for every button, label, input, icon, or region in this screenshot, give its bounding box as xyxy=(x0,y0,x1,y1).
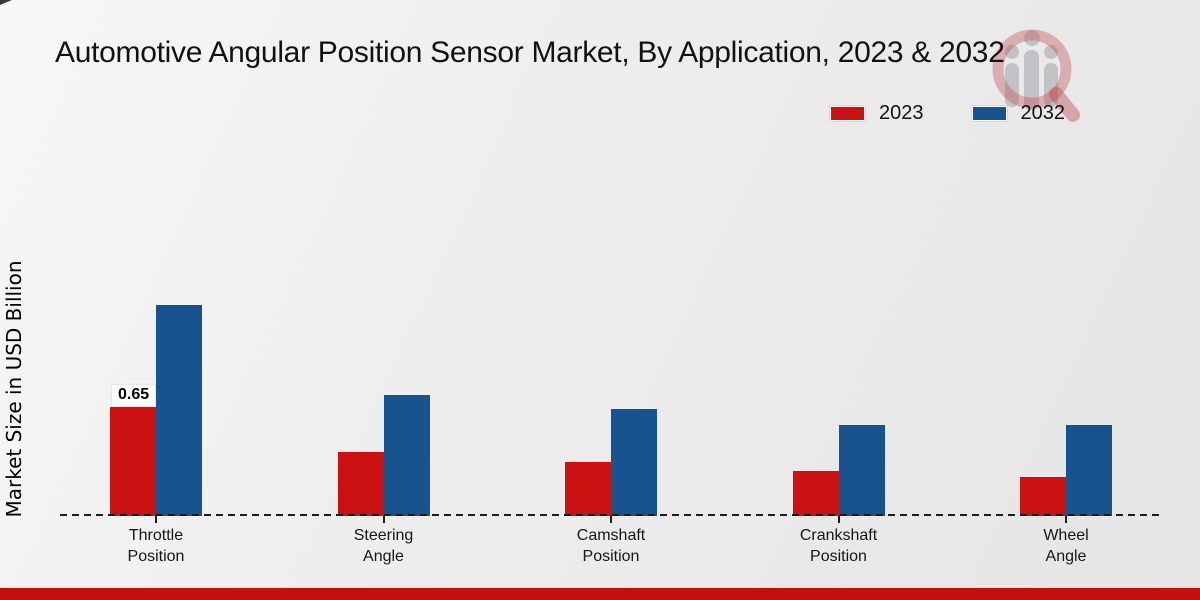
bar-2023-steering-angle[interactable] xyxy=(337,452,384,516)
bar-2032-crankshaft-position[interactable] xyxy=(838,425,885,516)
chart-title: Automotive Angular Position Sensor Marke… xyxy=(55,36,1005,69)
bar-2032-steering-angle[interactable] xyxy=(383,395,430,516)
legend-label-2032: 2032 xyxy=(1020,102,1066,124)
x-axis-label-line: Position xyxy=(810,548,867,565)
x-axis-label-line: Crankshaft xyxy=(799,527,878,544)
x-axis-tick xyxy=(155,516,157,523)
x-axis-tick xyxy=(382,516,385,523)
y-axis-label: Market Size in USD Billion xyxy=(2,260,26,518)
corner-mark xyxy=(0,0,12,5)
x-axis-label-line: Steering xyxy=(353,527,414,544)
x-axis-tick xyxy=(837,516,840,523)
footer-accent-bar xyxy=(0,588,1200,600)
x-axis-label-wheel-angle: Wheel Angle xyxy=(986,525,1146,567)
x-axis-label-line: Throttle xyxy=(128,527,184,544)
bar-2023-wheel-angle[interactable] xyxy=(1020,477,1066,516)
bar-2032-wheel-angle[interactable] xyxy=(1066,425,1112,516)
legend-item-2032[interactable]: 2032 xyxy=(971,102,1066,125)
x-axis-label-line: Position xyxy=(127,548,185,565)
market-research-logo-watermark xyxy=(992,29,1080,122)
x-axis-label-line: Position xyxy=(582,548,640,565)
x-axis-label-camshaft-position: Camshaft Position xyxy=(531,525,691,567)
magnifier-icon xyxy=(992,29,1080,122)
bar-2023-camshaft-position[interactable] xyxy=(565,462,611,516)
x-axis-baseline xyxy=(60,514,1160,516)
x-axis-label-steering-angle: Steering Angle xyxy=(304,525,464,567)
x-axis-label-line: Wheel xyxy=(1043,527,1089,544)
legend-swatch-2032 xyxy=(971,106,1007,121)
x-axis-tick xyxy=(1065,516,1067,523)
legend-swatch-2023 xyxy=(830,106,865,121)
x-axis-label-line: Angle xyxy=(1045,548,1087,565)
x-axis-label-crankshaft-position: Crankshaft Position xyxy=(759,525,919,567)
bar-2023-throttle-position[interactable] xyxy=(110,407,156,516)
logo-figures-icon xyxy=(1005,30,1058,110)
bar-2032-camshaft-position[interactable] xyxy=(611,409,657,516)
x-axis-label-line: Angle xyxy=(363,548,404,565)
legend: 2023 2032 xyxy=(830,102,1065,125)
legend-item-2023[interactable]: 2023 xyxy=(830,102,924,125)
bar-2032-throttle-position[interactable] xyxy=(156,305,202,516)
x-axis-label-throttle-position: Throttle Position xyxy=(76,525,236,567)
bar-2023-crankshaft-position[interactable] xyxy=(792,471,839,516)
legend-label-2023: 2023 xyxy=(879,102,924,124)
bar-value-label: 0.65 xyxy=(112,385,156,406)
x-axis-label-line: Camshaft xyxy=(576,527,646,544)
x-axis-tick xyxy=(610,516,612,523)
